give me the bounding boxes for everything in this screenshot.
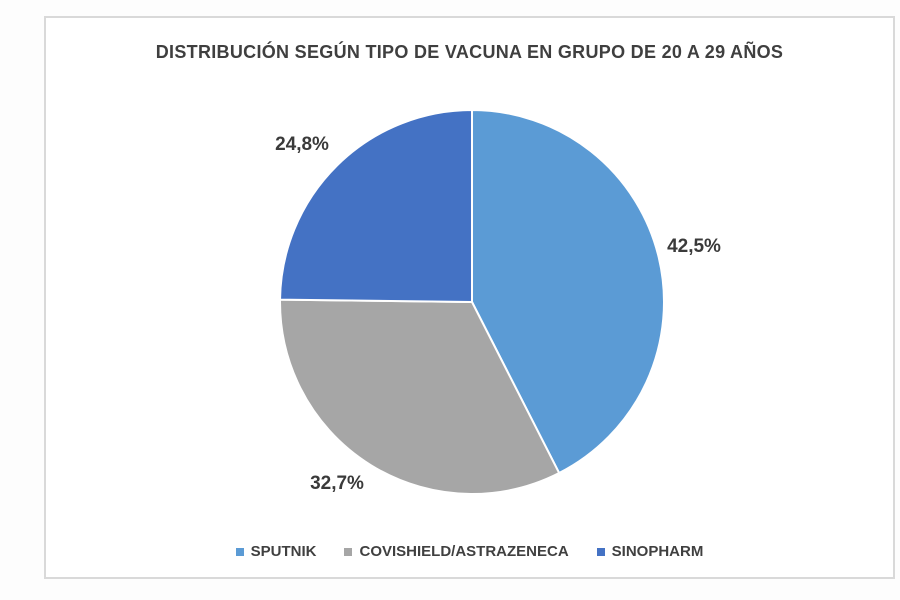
pie-slice-sinopharm xyxy=(279,109,473,303)
pie-label-sinopharm: 24,8% xyxy=(275,134,329,155)
pie-slice-sputnik xyxy=(471,109,665,475)
legend-swatch-covishield-astrazeneca-icon xyxy=(344,547,353,556)
legend-swatch-sinopharm-icon xyxy=(596,547,605,556)
legend-swatch-sputnik-icon xyxy=(235,547,244,556)
chart-legend: SPUTNIK COVISHIELD/ASTRAZENECA SINOPHARM xyxy=(46,543,893,560)
legend-label-sputnik: SPUTNIK xyxy=(250,543,317,560)
chart-area: DISTRIBUCIÓN SEGÚN TIPO DE VACUNA EN GRU… xyxy=(44,16,895,579)
legend-item-covishield-astrazeneca: COVISHIELD/ASTRAZENECA xyxy=(344,543,569,560)
pie-chart xyxy=(279,109,665,495)
pie-slice-covishield-astrazeneca xyxy=(279,298,561,495)
legend-item-sinopharm: SINOPHARM xyxy=(596,543,704,560)
pie-label-covishield-astrazeneca: 32,7% xyxy=(310,473,364,494)
legend-label-sinopharm: SINOPHARM xyxy=(611,543,704,560)
chart-title: DISTRIBUCIÓN SEGÚN TIPO DE VACUNA EN GRU… xyxy=(155,42,784,62)
legend-item-sputnik: SPUTNIK xyxy=(235,543,317,560)
pie-label-sputnik: 42,5% xyxy=(667,236,721,257)
legend-label-covishield-astrazeneca: COVISHIELD/ASTRAZENECA xyxy=(359,543,569,560)
